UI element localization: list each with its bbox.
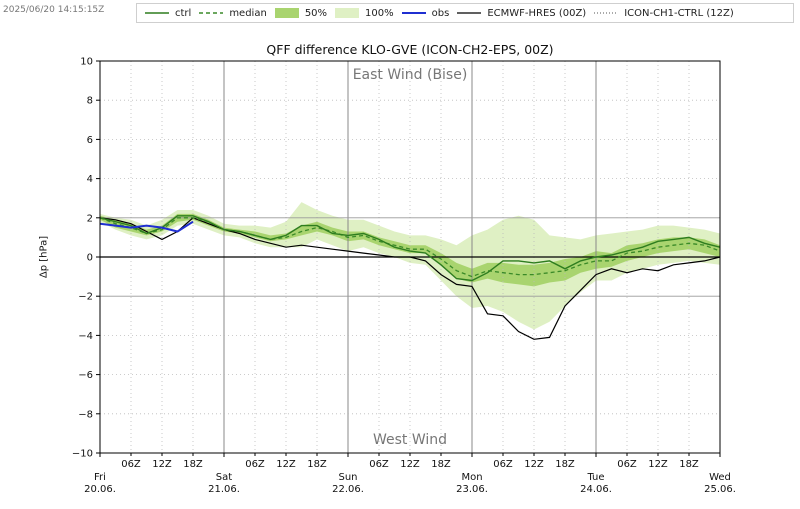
- legend-item-ctrl: ctrl: [145, 8, 191, 19]
- y-tick-label: −4: [78, 331, 93, 342]
- x-hour-label: 18Z: [183, 459, 203, 470]
- legend-item-ecmwf: ECMWF-HRES (00Z): [457, 8, 586, 19]
- x-hour-label: 12Z: [524, 459, 544, 470]
- legend: ctrl median 50% 100% obs ECMWF-HRES (00Z…: [136, 3, 794, 23]
- ecmwf-line: [99, 217, 721, 340]
- x-hour-label: 12Z: [152, 459, 172, 470]
- x-day-label: Fri: [94, 472, 106, 483]
- x-date-label: 23.06.: [456, 484, 488, 495]
- y-axis-label: Δp [hPa]: [38, 235, 50, 279]
- x-day-label: Tue: [586, 472, 604, 483]
- x-day-label: Wed: [709, 472, 731, 483]
- x-hour-label: 18Z: [679, 459, 699, 470]
- band-50: [100, 213, 720, 287]
- legend-label: ICON-CH1-CTRL (12Z): [624, 7, 734, 19]
- legend-label: ctrl: [175, 7, 192, 19]
- x-day-label: Sun: [338, 472, 357, 483]
- legend-item-median: median: [199, 8, 267, 19]
- y-tick-label: 2: [87, 213, 93, 224]
- axes: [96, 60, 721, 457]
- y-tick-label: −10: [72, 449, 93, 460]
- x-hour-label: 18Z: [431, 459, 451, 470]
- x-date-label: 22.06.: [332, 484, 364, 495]
- x-hour-label: 18Z: [555, 459, 575, 470]
- y-tick-label: 4: [87, 174, 93, 185]
- y-tick-label: 10: [80, 57, 93, 68]
- chart-title: QFF difference KLO-GVE (ICON-CH2-EPS, 00…: [266, 42, 554, 57]
- x-hour-label: 12Z: [400, 459, 420, 470]
- x-hour-label: 12Z: [648, 459, 668, 470]
- annotation-west-wind: West Wind: [373, 432, 447, 448]
- median-swatch: [199, 12, 224, 14]
- legend-label: 100%: [365, 7, 394, 19]
- icon-ch1-swatch: [594, 12, 619, 14]
- x-date-label: 24.06.: [580, 484, 612, 495]
- x-hour-label: 18Z: [307, 459, 327, 470]
- x-date-label: 21.06.: [208, 484, 240, 495]
- x-hour-label: 06Z: [121, 459, 141, 470]
- x-date-label: 20.06.: [84, 484, 116, 495]
- tick-labels: East Wind (Bise) West Wind 10 8 6 4 2 0 −2 −4 −6 −8…: [72, 57, 736, 496]
- legend-label: median: [229, 7, 267, 19]
- ctrl-line: [99, 215, 721, 282]
- series-lines: [99, 215, 721, 340]
- obs-line: [99, 220, 194, 233]
- y-tick-label: 8: [87, 96, 93, 107]
- x-hour-label: 06Z: [245, 459, 265, 470]
- band100-swatch: [335, 8, 360, 18]
- y-tick-label: 6: [87, 135, 93, 146]
- timestamp: 2025/06/20 14:15:15Z: [3, 5, 105, 15]
- x-day-label: Mon: [461, 472, 482, 483]
- y-tick-label: −2: [78, 292, 93, 303]
- legend-item-50: 50%: [274, 7, 328, 19]
- legend-item-icon-ch1: ICON-CH1-CTRL (12Z): [594, 8, 734, 19]
- legend-item-obs: obs: [401, 7, 450, 19]
- band50-swatch: [274, 8, 299, 18]
- y-tick-label: −8: [78, 409, 93, 420]
- legend-item-100: 100%: [335, 8, 394, 19]
- y-tick-label: −6: [78, 370, 93, 381]
- legend-label: 50%: [304, 7, 328, 19]
- legend-label: obs: [431, 7, 450, 19]
- annotation-east-wind: East Wind (Bise): [353, 67, 468, 83]
- x-day-label: Sat: [216, 472, 232, 483]
- x-hour-label: 12Z: [276, 459, 296, 470]
- x-hour-label: 06Z: [617, 459, 637, 470]
- x-date-label: 25.06.: [704, 484, 736, 495]
- obs-swatch: [401, 12, 426, 14]
- x-hour-label: 06Z: [369, 459, 389, 470]
- legend-label: ECMWF-HRES (00Z): [487, 7, 587, 19]
- y-tick-label: 0: [87, 253, 93, 264]
- ecmwf-swatch: [457, 12, 482, 14]
- ctrl-swatch: [145, 12, 169, 14]
- x-hour-label: 06Z: [493, 459, 513, 470]
